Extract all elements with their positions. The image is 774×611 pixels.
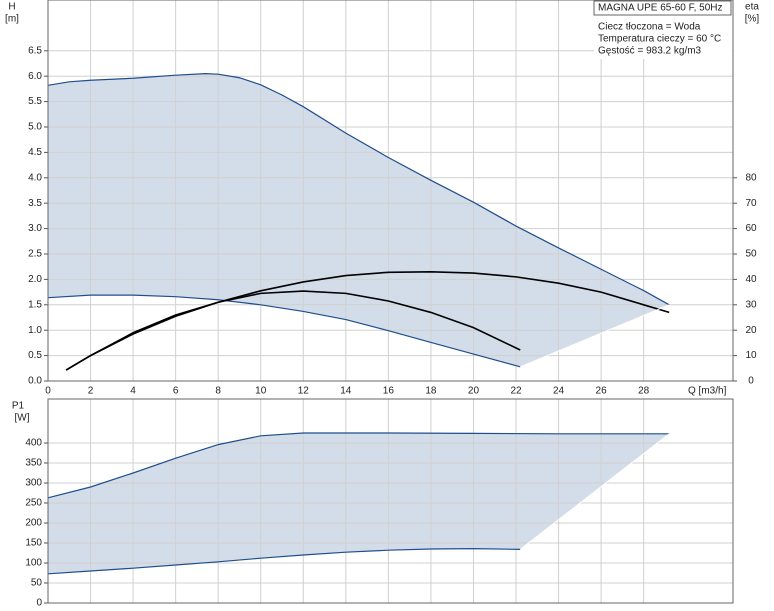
curve — [65, 290, 521, 371]
curve — [47, 432, 670, 499]
y2-tick-label: 30 — [745, 299, 757, 310]
x-tick-label: 28 — [638, 386, 650, 397]
y-tick-label: 1.5 — [28, 299, 42, 310]
y-tick-label: 5.5 — [28, 96, 42, 107]
y-tick-label: 5.0 — [28, 122, 42, 133]
y-axis-label: P1 — [12, 401, 25, 412]
x-tick-label: 8 — [215, 386, 221, 397]
x-tick-label: 22 — [510, 386, 522, 397]
plot-frame — [47, 0, 734, 382]
y2-tick-label: 10 — [745, 350, 757, 361]
x-tick-label: 10 — [255, 386, 267, 397]
y-tick-label: 400 — [25, 438, 42, 449]
y2-axis-label: eta — [745, 2, 759, 13]
plot-frame — [47, 398, 734, 604]
x-tick-label: 4 — [130, 386, 136, 397]
x-tick-label: 18 — [425, 386, 437, 397]
x-tick-label: 2 — [88, 386, 94, 397]
x-tick-label: 0 — [45, 386, 51, 397]
y2-tick-label: 70 — [745, 198, 757, 209]
y-tick-label: 250 — [25, 498, 42, 509]
y-axis-label: H — [8, 2, 15, 13]
y-tick-label: 350 — [25, 458, 42, 469]
curve — [65, 270, 670, 371]
y2-tick-label: 0 — [748, 376, 754, 387]
x-tick-label: 6 — [173, 386, 179, 397]
info-title: MAGNA UPE 65-60 F, 50Hz — [598, 3, 723, 14]
y-tick-label: 4.0 — [28, 172, 42, 183]
info-title-box — [593, 0, 732, 16]
x-tick-label: 26 — [596, 386, 608, 397]
curve — [47, 73, 670, 306]
envelope-edge — [519, 433, 670, 550]
x-tick-label: 12 — [298, 386, 310, 397]
x-tick-label: 16 — [383, 386, 395, 397]
y2-tick-label: 50 — [745, 249, 757, 260]
envelope-edge — [520, 304, 670, 368]
y2-tick-label: 60 — [745, 223, 757, 234]
y-tick-label: 2.5 — [28, 249, 42, 260]
y-axis-unit: [m] — [5, 14, 19, 25]
y-tick-label: 2.0 — [28, 274, 42, 285]
info-line: Ciecz tłoczona = Woda — [598, 22, 701, 33]
y-tick-label: 200 — [25, 518, 42, 529]
y2-axis-unit: [%] — [745, 14, 760, 25]
y2-tick-label: 40 — [745, 274, 757, 285]
y-tick-label: 0.0 — [28, 376, 42, 387]
x-tick-label: 20 — [468, 386, 480, 397]
y-tick-label: 6.0 — [28, 71, 42, 82]
y2-tick-label: 20 — [745, 325, 757, 336]
y-tick-label: 6.5 — [28, 45, 42, 56]
curve — [47, 547, 521, 575]
y-tick-label: 3.5 — [28, 198, 42, 209]
operating-area — [48, 73, 670, 367]
y-axis-unit: [W] — [15, 413, 30, 424]
y-tick-label: 0 — [36, 598, 42, 609]
y-tick-label: 150 — [25, 538, 42, 549]
y-tick-label: 1.0 — [28, 325, 42, 336]
info-line: Temperatura cieczy = 60 °C — [598, 34, 721, 45]
y-tick-label: 100 — [25, 558, 42, 569]
y-tick-label: 4.5 — [28, 147, 42, 158]
curve — [47, 294, 521, 368]
info-line: Gęstość = 983.2 kg/m3 — [598, 46, 702, 57]
info-background — [594, 15, 732, 59]
y2-tick-label: 80 — [745, 172, 757, 183]
x-tick-label: 14 — [340, 386, 352, 397]
y-tick-label: 300 — [25, 478, 42, 489]
y-tick-label: 3.0 — [28, 223, 42, 234]
x-tick-label: 24 — [553, 386, 565, 397]
y-tick-label: 0.5 — [28, 350, 42, 361]
y-tick-label: 50 — [31, 578, 43, 589]
x-axis-label: Q [m3/h] — [688, 386, 727, 397]
